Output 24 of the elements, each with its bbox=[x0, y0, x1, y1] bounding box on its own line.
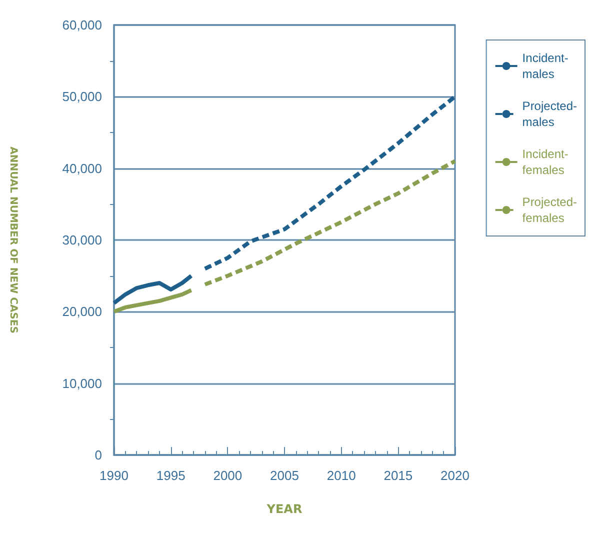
legend-label: Incident-females bbox=[522, 147, 568, 177]
line-series bbox=[202, 94, 457, 271]
line-series bbox=[112, 274, 194, 306]
y-tick-label: 60,000 bbox=[62, 18, 102, 32]
line-series bbox=[112, 288, 194, 314]
x-tick-label: 2010 bbox=[326, 468, 356, 483]
y-tick-label: 20,000 bbox=[62, 304, 102, 320]
y-tick-label: 30,000 bbox=[62, 232, 102, 248]
y-axis-title: ANNUAL NUMBER OF NEW CASES bbox=[8, 146, 18, 334]
legend-label: Projected-males bbox=[522, 99, 578, 129]
y-tick-label: 40,000 bbox=[62, 160, 102, 176]
line-series bbox=[202, 159, 457, 286]
x-tick-label: 2020 bbox=[440, 468, 470, 483]
legend-label: Incident-males bbox=[522, 51, 568, 81]
y-tick-label: 50,000 bbox=[62, 89, 102, 104]
y-tick-label: 10,000 bbox=[62, 376, 102, 391]
x-axis-title: YEAR bbox=[266, 502, 302, 516]
x-tick-label: 2015 bbox=[384, 468, 413, 483]
x-tick-label: 2005 bbox=[270, 468, 299, 483]
legend-label: Projected-females bbox=[522, 195, 578, 225]
x-tick-label: 2000 bbox=[213, 468, 242, 483]
x-tick-label: 1990 bbox=[100, 468, 128, 483]
x-tick-label: 1995 bbox=[156, 468, 186, 483]
y-tick-label: 0 bbox=[94, 448, 102, 462]
